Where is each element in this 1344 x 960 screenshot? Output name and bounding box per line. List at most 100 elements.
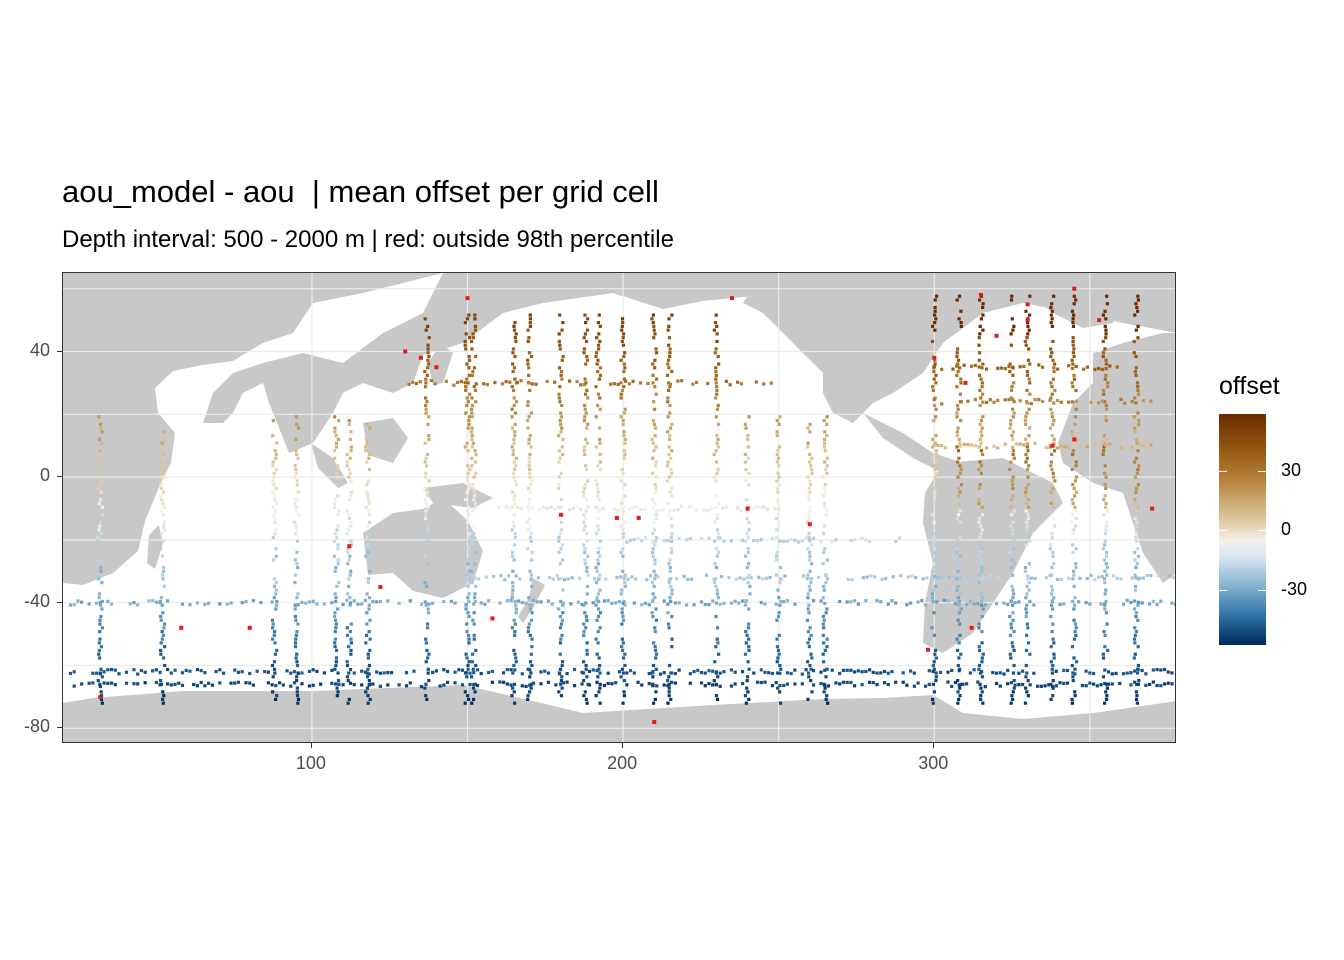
grid-cell [577, 576, 582, 580]
grid-cell [423, 581, 427, 585]
grid-cell [714, 614, 718, 619]
grid-cell [745, 678, 749, 683]
grid-cell [823, 668, 827, 672]
grid-cell [347, 475, 351, 479]
grid-cell [623, 441, 627, 445]
grid-cell [1074, 565, 1078, 570]
grid-cell [1008, 362, 1012, 366]
outlier-cell [490, 616, 495, 621]
grid-cell [1105, 565, 1109, 570]
grid-cell [1171, 576, 1175, 580]
grid-cell [728, 383, 732, 387]
grid-cell [1024, 663, 1028, 668]
grid-cell [583, 611, 587, 615]
grid-cell [295, 694, 300, 698]
grid-cell [654, 460, 658, 464]
grid-cell [809, 652, 813, 656]
grid-cell [966, 443, 970, 447]
grid-cell [1024, 490, 1028, 494]
grid-cell [1096, 575, 1101, 579]
grid-cell [1067, 364, 1071, 368]
grid-cell [307, 669, 312, 673]
grid-cell [930, 456, 934, 460]
grid-cell [1008, 633, 1013, 637]
grid-cell [715, 324, 719, 328]
outlier-cell [247, 625, 252, 630]
grid-cell [996, 576, 1000, 580]
grid-cell [722, 670, 726, 674]
grid-cell [529, 682, 534, 686]
grid-cell [1072, 377, 1077, 381]
grid-cell [943, 446, 948, 450]
grid-cell [332, 554, 337, 558]
grid-cell [998, 671, 1002, 675]
grid-cell [199, 680, 203, 685]
grid-cell [162, 464, 166, 468]
grid-cell [528, 317, 533, 321]
grid-cell [1104, 418, 1108, 423]
map-canvas [63, 273, 1175, 742]
grid-cell [582, 633, 586, 637]
grid-cell [426, 351, 430, 355]
grid-cell [1011, 532, 1015, 536]
grid-cell [474, 663, 478, 668]
grid-cell [1137, 422, 1141, 426]
grid-cell [651, 540, 655, 544]
grid-cell [979, 686, 983, 690]
grid-cell [1136, 467, 1140, 472]
grid-cell [1037, 398, 1041, 402]
grid-cell [334, 626, 338, 630]
grid-cell [699, 600, 704, 604]
grid-cell [955, 430, 959, 434]
grid-cell [979, 377, 983, 381]
grid-cell [808, 422, 812, 426]
grid-cell [621, 509, 625, 513]
grid-cell [736, 506, 740, 510]
grid-cell [528, 452, 532, 457]
grid-cell [610, 682, 614, 686]
grid-cell [955, 460, 960, 464]
grid-cell [823, 449, 827, 453]
grid-cell [1010, 294, 1014, 298]
grid-cell [692, 669, 696, 674]
grid-cell [1027, 464, 1031, 468]
grid-cell [1055, 446, 1060, 450]
grid-cell [1011, 486, 1015, 491]
grid-cell [1010, 434, 1014, 438]
grid-cell [512, 388, 516, 393]
grid-cell [594, 532, 599, 536]
grid-cell [1018, 365, 1022, 369]
grid-cell [1026, 516, 1031, 521]
grid-cell [648, 574, 653, 578]
grid-cell [980, 434, 984, 438]
grid-cell [981, 302, 985, 306]
grid-cell [274, 467, 278, 472]
grid-cell [511, 347, 516, 351]
grid-cell [906, 575, 910, 579]
grid-cell [295, 562, 299, 566]
grid-cell [834, 681, 838, 685]
grid-cell [752, 538, 756, 543]
grid-cell [703, 671, 707, 675]
grid-cell [274, 581, 278, 585]
grid-cell [778, 671, 782, 675]
grid-cell [979, 471, 983, 475]
grid-cell [1134, 373, 1138, 377]
grid-cell [717, 652, 721, 656]
grid-cell [914, 576, 918, 580]
grid-cell [1082, 367, 1086, 371]
grid-cell [97, 648, 101, 653]
grid-cell [275, 599, 279, 604]
grid-cell [473, 505, 477, 509]
grid-cell [1023, 701, 1028, 705]
grid-cell [1012, 324, 1016, 328]
grid-cell [807, 637, 812, 641]
grid-cell [271, 690, 275, 694]
grid-cell [583, 483, 588, 487]
grid-cell [512, 663, 516, 668]
grid-cell [366, 701, 370, 705]
grid-cell [345, 675, 350, 679]
grid-cell [1103, 494, 1107, 498]
grid-cell [1026, 475, 1030, 479]
grid-cell [793, 602, 797, 606]
